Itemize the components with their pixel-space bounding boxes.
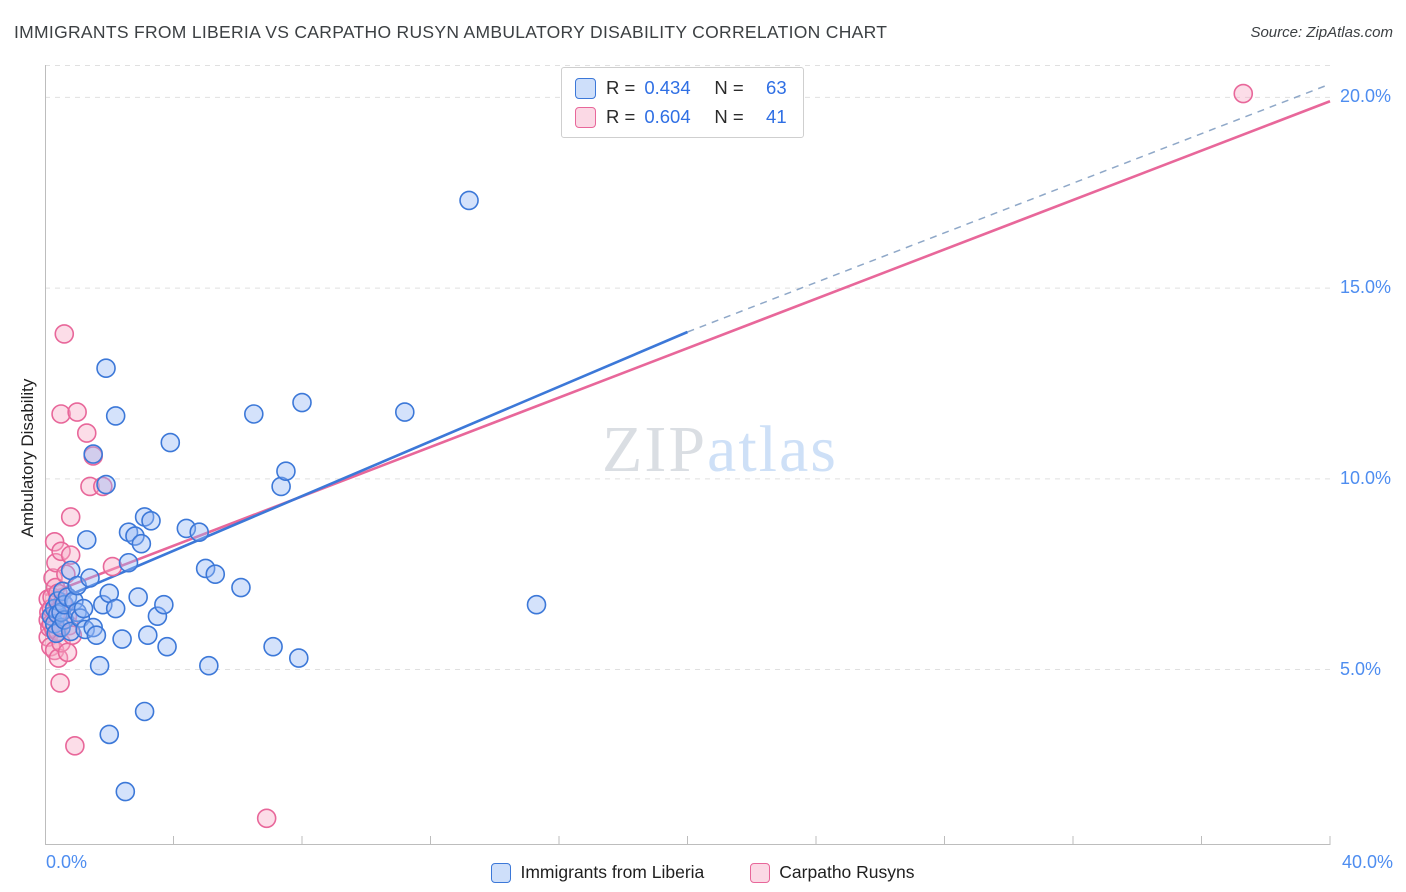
scatter-point-liberia: [125, 526, 145, 546]
scatter-point-liberia: [134, 701, 155, 722]
legend-row-liberia: R = 0.434 N = 63: [575, 77, 787, 99]
scatter-point-liberia: [141, 510, 161, 531]
y-tick-label: 15.0%: [1340, 277, 1392, 298]
correlation-legend-box: R = 0.434 N = 63 R = 0.604 N = 41: [561, 67, 804, 138]
y-axis-title: Ambulatory Disability: [18, 378, 37, 538]
legend-swatch-liberia-icon: [491, 862, 512, 883]
x-tick-label-min: 0.0%: [46, 852, 88, 872]
trend-line-liberia: [44, 330, 689, 607]
scatter-point-rusyn: [51, 404, 71, 424]
scatter-point-liberia: [118, 552, 139, 573]
n-value-liberia: 63: [766, 77, 787, 98]
scatter-point-rusyn: [102, 556, 123, 577]
scatter-point-rusyn: [54, 324, 75, 344]
scatter-point-liberia: [80, 568, 100, 588]
scatter-point-rusyn: [60, 545, 81, 565]
legend-swatch-rusyn-icon: [750, 862, 771, 883]
scatter-point-liberia: [76, 530, 97, 550]
scatter-point-liberia: [199, 655, 219, 676]
scatter-point-liberia: [263, 636, 283, 657]
r-value-liberia: 0.434: [644, 77, 691, 98]
n-label: N =: [714, 77, 744, 98]
scatter-point-liberia: [205, 564, 226, 584]
legend-swatch-rusyn-icon: [575, 106, 596, 128]
scatter-point-liberia: [394, 402, 415, 422]
n-value-rusyn: 41: [766, 106, 787, 127]
legend-label-liberia: Immigrants from Liberia: [520, 862, 705, 882]
legend-swatch-liberia-icon: [575, 77, 596, 99]
scatter-point-liberia: [526, 594, 547, 615]
source-attribution[interactable]: Source: ZipAtlas.com: [1250, 24, 1393, 41]
watermark: ZIPatlas: [602, 412, 838, 488]
scatter-point-rusyn: [67, 402, 87, 422]
scatter-point-rusyn: [65, 736, 85, 756]
scatter-point-liberia: [89, 655, 110, 676]
scatter-point-liberia: [292, 392, 312, 413]
scatter-point-liberia: [160, 432, 181, 453]
scatter-point-liberia: [99, 724, 120, 745]
scatter-point-liberia: [157, 636, 177, 657]
scatter-point-liberia: [105, 598, 126, 619]
scatter-point-rusyn: [1233, 83, 1254, 104]
r-label: R =: [606, 77, 636, 98]
n-label: N =: [714, 106, 744, 127]
watermark-atlas: atlas: [707, 413, 838, 486]
scatter-point-liberia: [288, 648, 309, 668]
scatter-point-rusyn: [256, 808, 277, 829]
legend-item-rusyn: Carpatho Rusyns: [750, 862, 915, 883]
scatter-point-liberia: [195, 558, 216, 579]
scatter-point-liberia: [131, 533, 152, 554]
scatter-point-liberia: [96, 474, 116, 495]
scatter-point-liberia: [459, 190, 479, 211]
r-value-rusyn: 0.604: [644, 106, 691, 127]
scatter-point-liberia: [147, 606, 168, 626]
plot-svg: [38, 65, 1331, 845]
y-tick-label: 20.0%: [1340, 86, 1392, 107]
scatter-point-rusyn: [93, 476, 113, 497]
scatter-point-liberia: [231, 577, 251, 598]
scatter-point-liberia: [96, 358, 116, 379]
scatter-point-liberia: [138, 625, 158, 646]
scatter-point-liberia: [115, 781, 136, 802]
x-tick-label-max: 40.0%: [1341, 852, 1393, 872]
y-tick-label: 10.0%: [1340, 467, 1392, 488]
trend-extension-dashed: [687, 83, 1331, 333]
watermark-zip: ZIP: [602, 413, 708, 486]
scatter-point-liberia: [189, 522, 209, 543]
trend-line-rusyn: [44, 100, 1331, 597]
scatter-point-liberia: [83, 444, 103, 464]
chart-title: IMMIGRANTS FROM LIBERIA VS CARPATHO RUSY…: [14, 22, 888, 42]
scatter-point-rusyn: [44, 531, 65, 552]
scatter-point-liberia: [154, 594, 174, 615]
scatter-point-liberia: [271, 476, 291, 497]
scatter-point-liberia: [73, 598, 94, 619]
scatter-point-liberia: [276, 461, 296, 482]
scatter-point-liberia: [112, 629, 132, 649]
scatter-point-liberia: [60, 621, 81, 642]
scatter-point-liberia: [128, 587, 148, 607]
legend-label-rusyn: Carpatho Rusyns: [779, 862, 915, 882]
chart-legend: Immigrants from Liberia Carpatho Rusyns: [0, 862, 1406, 883]
scatter-point-rusyn: [57, 642, 78, 663]
scatter-point-rusyn: [50, 673, 70, 693]
legend-row-rusyn: R = 0.604 N = 41: [575, 106, 787, 128]
r-label: R =: [606, 106, 636, 127]
scatter-point-rusyn: [76, 423, 97, 443]
scatter-point-liberia: [105, 406, 126, 426]
plot-area: [38, 65, 1331, 845]
y-tick-label: 5.0%: [1340, 658, 1382, 679]
legend-item-liberia: Immigrants from Liberia: [491, 862, 704, 883]
scatter-point-liberia: [244, 404, 264, 424]
scatter-point-rusyn: [60, 507, 81, 527]
scatter-point-liberia: [86, 625, 107, 646]
